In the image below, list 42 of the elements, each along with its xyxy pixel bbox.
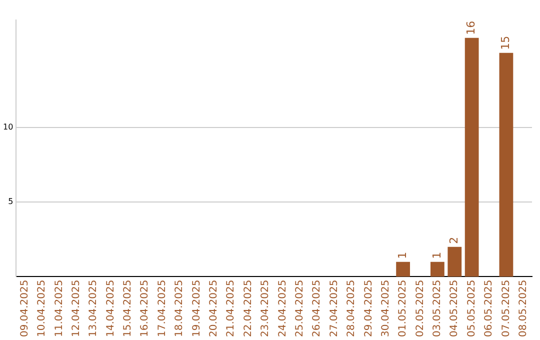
- x-tick-label: 29.04.2025: [363, 280, 374, 338]
- x-tick-label: 16.04.2025: [140, 280, 151, 338]
- x-tick-label: 24.04.2025: [277, 280, 288, 338]
- x-tick-label: 09.04.2025: [19, 280, 30, 338]
- bar: [499, 52, 514, 277]
- data-label: 1: [396, 252, 409, 259]
- data-label: 1: [430, 252, 444, 259]
- y-tick-label: 5: [8, 197, 14, 206]
- x-tick-label: 11.04.2025: [54, 280, 65, 338]
- data-label: 16: [464, 20, 478, 35]
- x-tick-label: 13.04.2025: [88, 280, 100, 338]
- x-tick-label: 18.04.2025: [174, 280, 186, 338]
- x-tick-label: 22.04.2025: [242, 280, 254, 338]
- x-tick-label: 25.04.2025: [294, 280, 306, 338]
- x-tick-label: 28.04.2025: [346, 280, 358, 338]
- bar: [396, 262, 410, 277]
- x-tick-label: 03.05.2025: [432, 280, 444, 338]
- data-label: 2: [447, 236, 460, 244]
- x-tick-label: 10.04.2025: [36, 280, 48, 338]
- x-tick-label: 27.04.2025: [328, 280, 340, 338]
- x-tick-label: 01.05.2025: [398, 280, 409, 338]
- x-tick-label: 30.04.2025: [380, 280, 392, 338]
- x-tick-label: 04.05.2025: [449, 280, 460, 338]
- y-tick-label: 10: [2, 122, 14, 132]
- data-label: 15: [499, 36, 512, 50]
- bar: [448, 246, 462, 277]
- x-tick-label: 14.04.2025: [105, 280, 116, 338]
- x-tick-label: 08.05.2025: [518, 280, 529, 338]
- x-tick-label: 19.04.2025: [191, 280, 202, 338]
- bar: [464, 38, 479, 277]
- x-tick-label: 26.04.2025: [312, 280, 323, 338]
- x-tick-label: 15.04.2025: [122, 280, 134, 338]
- x-tick-label: 12.04.2025: [70, 280, 82, 338]
- x-tick-label: 07.05.2025: [500, 280, 512, 338]
- x-tick-label: 23.04.2025: [260, 280, 272, 338]
- x-tick-label: 06.05.2025: [484, 280, 495, 338]
- x-tick-label: 20.04.2025: [208, 280, 220, 338]
- x-tick-label: 02.05.2025: [414, 280, 426, 338]
- x-tick-label: 17.04.2025: [156, 280, 168, 338]
- bar: [430, 262, 444, 277]
- x-tick-label: 05.05.2025: [466, 280, 478, 338]
- x-tick-label: 21.04.2025: [226, 280, 237, 338]
